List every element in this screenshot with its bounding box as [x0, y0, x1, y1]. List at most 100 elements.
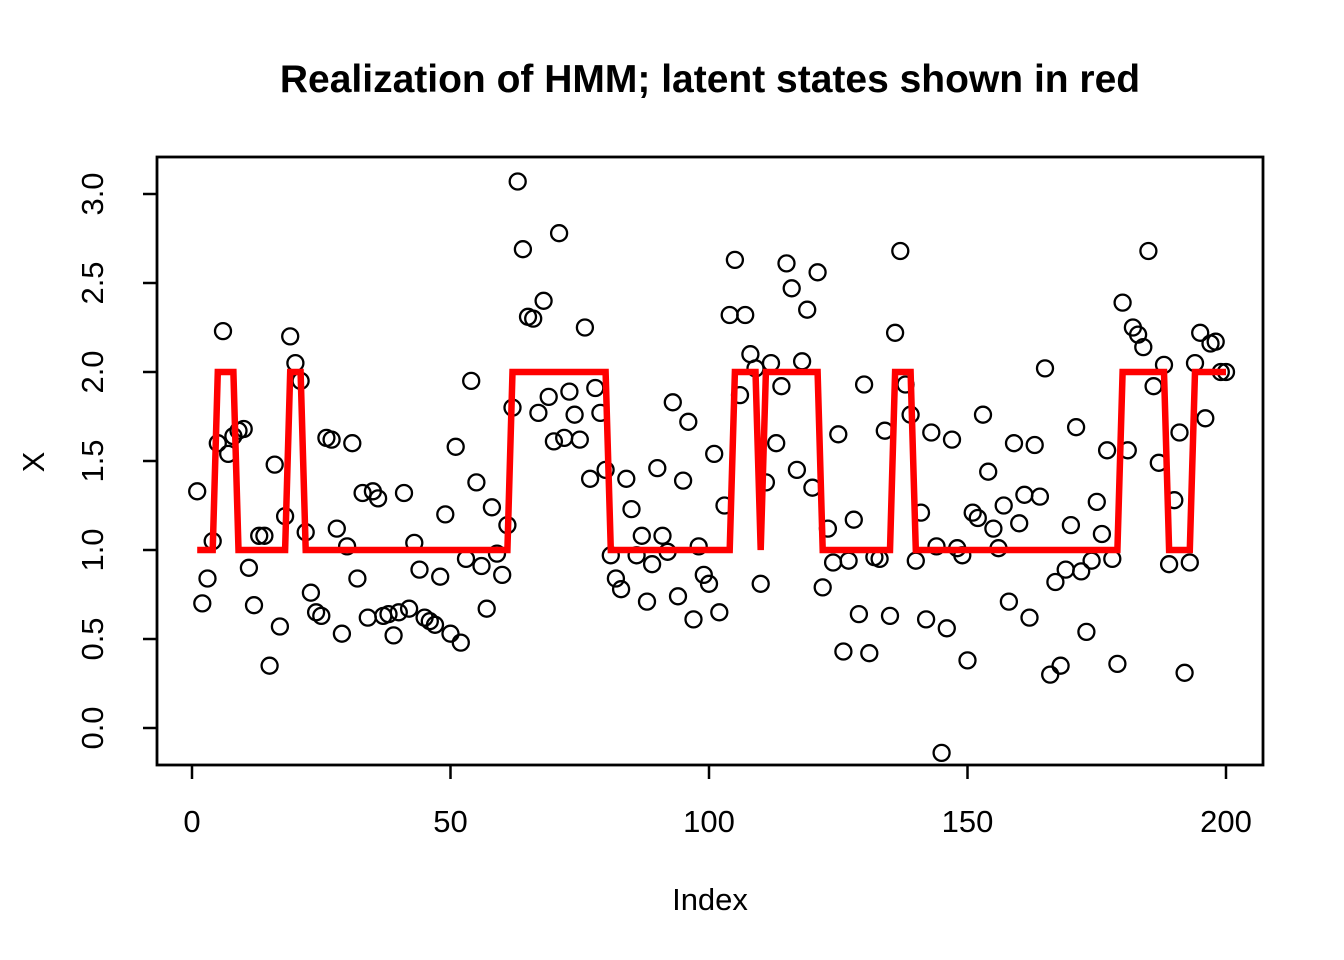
data-point	[260, 656, 279, 675]
data-point	[312, 606, 331, 626]
data-point	[1092, 524, 1112, 544]
data-point	[1113, 293, 1132, 312]
data-point	[358, 608, 377, 627]
data-point	[705, 444, 724, 464]
data-point	[1015, 485, 1034, 504]
data-point	[885, 323, 905, 342]
data-point	[808, 263, 827, 282]
y-tick-label: 0.5	[75, 617, 110, 660]
data-point	[860, 644, 879, 663]
data-point	[1046, 572, 1065, 592]
data-point	[684, 610, 703, 629]
data-point	[973, 405, 993, 424]
data-point	[761, 353, 781, 373]
data-point	[994, 496, 1013, 515]
x-tick-label: 150	[942, 804, 994, 839]
data-point	[968, 508, 987, 528]
data-point	[337, 537, 357, 556]
data-point	[663, 393, 682, 412]
data-point	[617, 469, 636, 488]
data-point	[343, 434, 362, 453]
data-point	[1134, 337, 1153, 357]
data-point	[487, 544, 507, 563]
data-point	[720, 305, 739, 325]
y-tick-label: 2.0	[75, 350, 110, 393]
data-point	[792, 352, 812, 371]
data-point	[482, 498, 502, 517]
y-tick-label: 0.0	[75, 706, 110, 749]
data-point	[1108, 654, 1127, 674]
data-point	[270, 617, 290, 636]
data-point	[777, 254, 796, 273]
data-point	[813, 578, 832, 597]
data-point	[787, 460, 807, 480]
data-point	[529, 403, 548, 423]
data-point	[1087, 492, 1106, 512]
data-point	[637, 592, 657, 611]
data-point	[849, 604, 869, 624]
data-point	[399, 599, 419, 618]
data-point	[963, 503, 982, 522]
data-point	[932, 743, 951, 763]
data-point	[420, 612, 439, 631]
data-point	[198, 569, 217, 588]
data-point	[632, 526, 651, 545]
data-point	[456, 549, 476, 569]
data-point	[829, 425, 848, 444]
data-point	[1206, 332, 1225, 351]
data-point	[772, 377, 791, 396]
data-point	[348, 569, 367, 588]
data-point	[410, 560, 429, 579]
data-point	[694, 565, 713, 585]
data-point	[979, 462, 998, 481]
data-point	[250, 526, 269, 545]
data-point	[1004, 434, 1024, 453]
data-point	[451, 633, 470, 652]
data-point	[193, 594, 212, 613]
data-point	[736, 305, 755, 325]
plot-title: Realization of HMM; latent states shown …	[279, 58, 1141, 101]
data-point	[1170, 423, 1189, 442]
data-point	[984, 519, 1003, 538]
data-point	[281, 327, 300, 346]
data-point	[446, 437, 465, 456]
data-point	[1066, 418, 1086, 437]
x-tick-label: 200	[1200, 804, 1252, 839]
data-point	[798, 300, 817, 319]
data-point	[725, 250, 745, 270]
data-point	[751, 574, 770, 593]
data-point	[508, 172, 527, 191]
data-point	[425, 615, 445, 634]
data-point	[823, 553, 843, 572]
data-point	[1030, 487, 1050, 506]
data-point	[1056, 560, 1075, 579]
data-point	[1103, 549, 1122, 569]
data-point	[642, 555, 662, 574]
y-tick-label: 2.5	[75, 261, 110, 304]
data-point	[606, 569, 626, 588]
data-point	[441, 624, 460, 643]
data-point	[575, 318, 595, 337]
data-point	[1191, 323, 1210, 342]
data-point	[322, 430, 341, 449]
data-point	[668, 587, 688, 606]
data-point	[622, 499, 641, 519]
data-point	[493, 565, 512, 585]
data-point	[255, 526, 274, 545]
data-point	[524, 309, 543, 328]
data-point	[880, 606, 900, 626]
data-point	[1072, 562, 1091, 581]
data-point	[1196, 409, 1215, 428]
data-point	[710, 603, 729, 622]
data-point	[834, 642, 853, 661]
data-point	[891, 241, 910, 261]
data-point	[1041, 665, 1060, 684]
y-axis-label: X	[16, 451, 51, 473]
data-point	[570, 430, 589, 449]
data-point	[1051, 656, 1070, 675]
data-point	[265, 455, 284, 474]
data-point	[1159, 555, 1179, 574]
data-point	[580, 469, 600, 488]
data-point	[673, 471, 693, 490]
